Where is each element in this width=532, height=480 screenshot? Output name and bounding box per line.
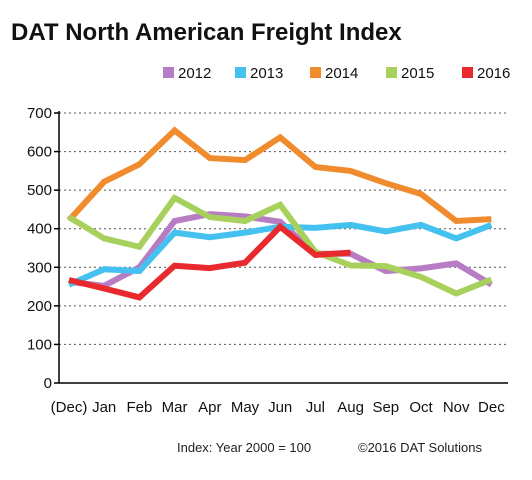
legend-swatch-2016 <box>462 67 473 78</box>
y-tick-label: 600 <box>27 144 52 161</box>
x-tick-label: Jan <box>92 399 116 416</box>
y-tick-label: 0 <box>44 375 52 392</box>
legend-swatch-2014 <box>310 67 321 78</box>
legend-swatch-2013 <box>235 67 246 78</box>
series-line-2015 <box>67 193 493 297</box>
legend-label-2016: 2016 <box>477 65 510 82</box>
y-tick-label: 700 <box>27 105 52 122</box>
x-tick-label: Aug <box>337 399 364 416</box>
legend-label-2014: 2014 <box>325 65 358 82</box>
x-tick-label: Sep <box>372 399 399 416</box>
x-tick-label: Oct <box>409 399 433 416</box>
y-axis-ticks: 0 100 200 300 400 500 600 700 <box>27 105 59 392</box>
series-line-2013 <box>67 221 493 288</box>
x-axis-ticks: (Dec) Jan Feb Mar Apr May Jun Jul Aug Sep Oct Nov De… <box>51 399 506 416</box>
y-tick-label: 400 <box>27 221 52 238</box>
x-tick-label: Dec <box>478 399 505 416</box>
x-tick-label: Nov <box>443 399 470 416</box>
y-tick-label: 300 <box>27 259 52 276</box>
x-tick-label: Mar <box>162 399 188 416</box>
legend-label-2015: 2015 <box>401 65 434 82</box>
copyright-note: ©2016 DAT Solutions <box>358 440 483 455</box>
x-tick-label: Jul <box>306 399 325 416</box>
legend-label-2012: 2012 <box>178 65 211 82</box>
index-note: Index: Year 2000 = 100 <box>177 440 311 455</box>
x-tick-label: May <box>231 399 260 416</box>
chart-title: DAT North American Freight Index <box>11 19 402 46</box>
y-tick-label: 100 <box>27 336 52 353</box>
legend-swatch-2012 <box>163 67 174 78</box>
legend-swatch-2015 <box>386 67 397 78</box>
x-tick-label: Feb <box>126 399 152 416</box>
legend-label-2013: 2013 <box>250 65 283 82</box>
series-lines <box>66 126 493 301</box>
legend: 2012 2013 2014 2015 2016 <box>163 65 510 82</box>
y-tick-label: 500 <box>27 182 52 199</box>
series-line-2014 <box>66 126 492 225</box>
y-tick-label: 200 <box>27 298 52 315</box>
axes <box>58 111 508 384</box>
x-tick-label: Jun <box>268 399 292 416</box>
x-tick-label: Apr <box>198 399 221 416</box>
x-tick-label: (Dec) <box>51 399 88 416</box>
series-line-2016 <box>68 222 351 301</box>
